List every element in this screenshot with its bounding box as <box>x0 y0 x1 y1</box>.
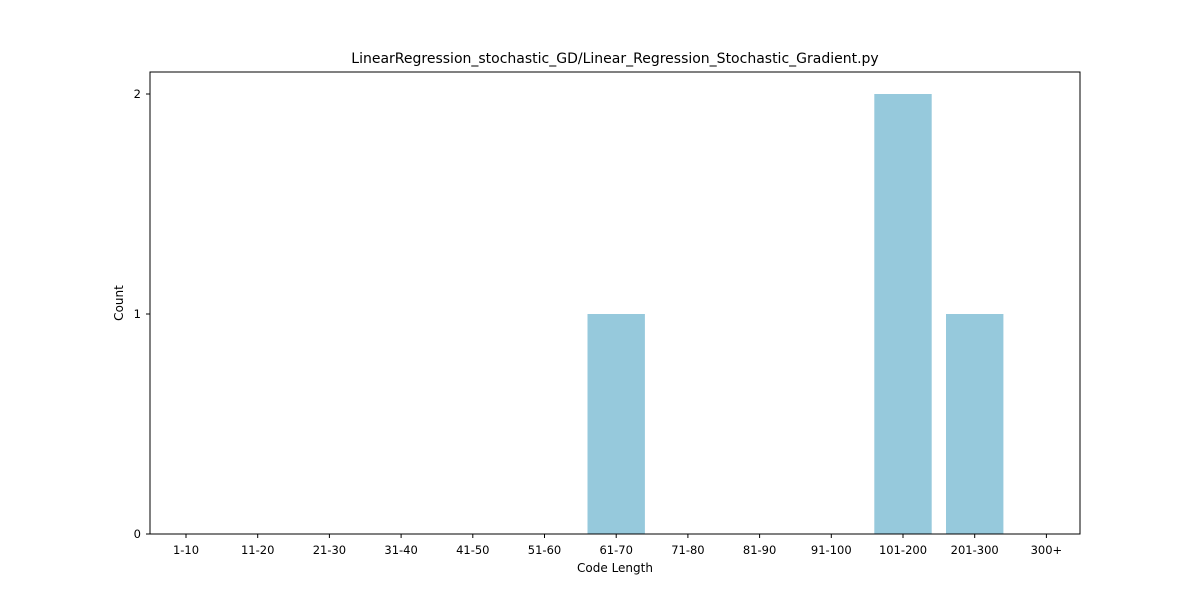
y-axis-label: Count <box>112 285 126 321</box>
y-tick-label: 1 <box>134 307 141 321</box>
x-tick-label: 1-10 <box>173 543 199 557</box>
x-tick-label: 81-90 <box>743 543 776 557</box>
plot-frame <box>149 71 1081 535</box>
x-tick-label: 101-200 <box>879 543 927 557</box>
x-tick-label: 61-70 <box>599 543 632 557</box>
x-tick-label: 41-50 <box>456 543 489 557</box>
bar-101-200 <box>874 94 932 534</box>
x-tick-label: 31-40 <box>384 543 417 557</box>
y-tick-label: 2 <box>134 87 141 101</box>
x-tick-label: 11-20 <box>241 543 274 557</box>
x-tick-label: 91-100 <box>811 543 852 557</box>
x-tick-label: 21-30 <box>313 543 346 557</box>
x-tick-label: 71-80 <box>671 543 704 557</box>
x-axis-label: Code Length <box>577 561 653 575</box>
x-tick-label: 300+ <box>1031 543 1063 557</box>
bar-61-70 <box>587 314 645 534</box>
chart-title: LinearRegression_stochastic_GD/Linear_Re… <box>351 51 878 67</box>
bar-201-300 <box>946 314 1004 534</box>
x-tick-label: 51-60 <box>528 543 561 557</box>
x-tick-label: 201-300 <box>951 543 999 557</box>
bars-layer <box>587 94 1004 534</box>
y-tick-label: 0 <box>134 527 141 541</box>
x-axis-ticks: 1-10 11-20 21-30 31-40 41-50 51-60 61-70 71-80 8… <box>173 534 1062 557</box>
y-axis-ticks: 0 1 2 <box>134 87 150 541</box>
